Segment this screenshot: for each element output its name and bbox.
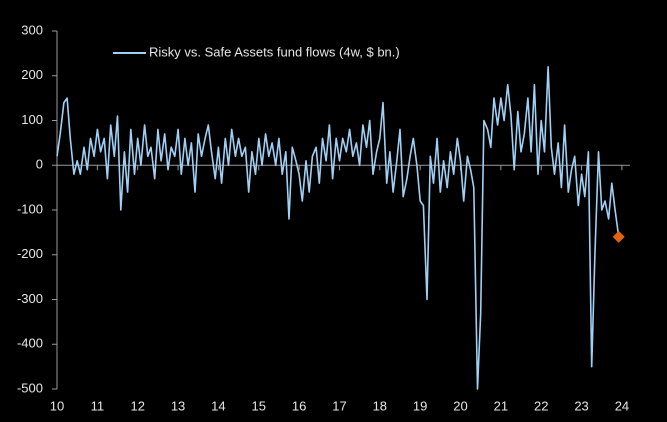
- y-tick-label: -200: [17, 246, 43, 261]
- x-tick-label: 20: [453, 398, 467, 413]
- legend-label: Risky vs. Safe Assets fund flows (4w, $ …: [149, 44, 400, 59]
- x-tick-label: 12: [130, 398, 144, 413]
- y-tick-label: 0: [36, 157, 43, 172]
- x-tick-label: 11: [91, 398, 105, 413]
- x-tick-label: 24: [615, 398, 629, 413]
- x-tick-label: 22: [534, 398, 548, 413]
- y-tick-label: 100: [21, 112, 43, 127]
- x-tick-label: 15: [252, 398, 266, 413]
- y-tick-label: 200: [21, 67, 43, 82]
- x-tick-label: 14: [211, 398, 225, 413]
- x-tick-label: 19: [413, 398, 427, 413]
- x-tick-label: 18: [373, 398, 387, 413]
- y-tick-label: 300: [21, 22, 43, 37]
- y-tick-label: -400: [17, 336, 43, 351]
- x-tick-label: 10: [50, 398, 64, 413]
- data-line: [56, 66, 620, 390]
- last-point-marker: [612, 230, 625, 243]
- x-tick-label: 16: [292, 398, 306, 413]
- y-tick-label: -100: [17, 201, 43, 216]
- x-tick-label: 21: [494, 398, 508, 413]
- y-tick-label: -300: [17, 291, 43, 306]
- x-tick-label: 13: [171, 398, 185, 413]
- y-tick-label: -500: [17, 380, 43, 395]
- x-tick-label: 17: [332, 398, 346, 413]
- x-tick-label: 23: [574, 398, 588, 413]
